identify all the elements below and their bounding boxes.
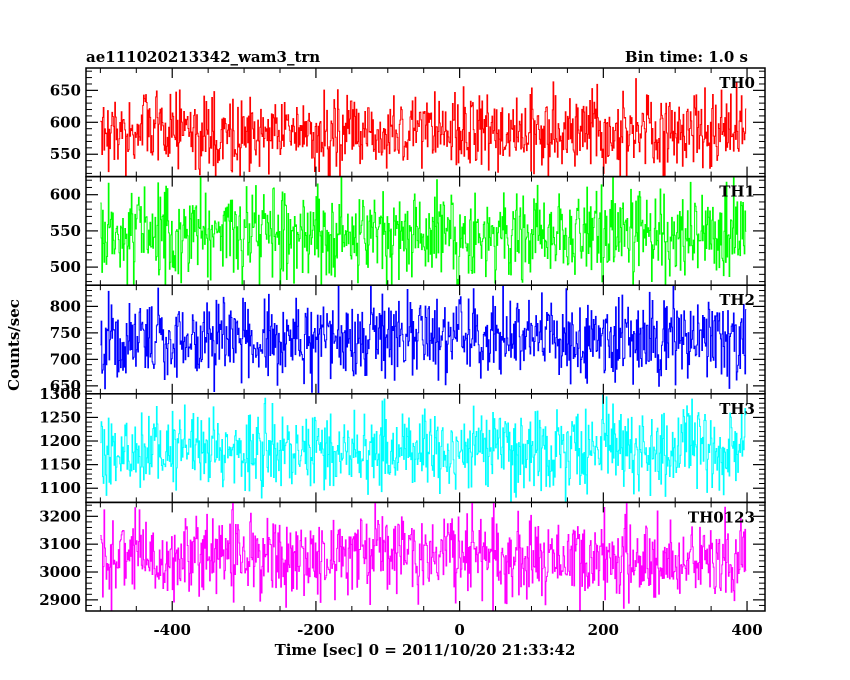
series-th2-line (100, 285, 747, 394)
y-tick-label: 700 (50, 350, 81, 368)
panel-label: TH0123 (688, 508, 755, 526)
panel-th3: 1100 1150 1200 1250 1300 TH3 (39, 385, 766, 504)
y-tick-label: 550 (50, 145, 81, 163)
panel-label: TH1 (719, 183, 755, 201)
y-tick-label: 2900 (39, 591, 81, 609)
y-tick-label: 600 (50, 113, 81, 131)
y-tick-label: 1150 (39, 456, 81, 474)
y-tick-label: 1300 (39, 385, 81, 403)
panel-label: TH2 (719, 291, 755, 309)
panel-label: TH3 (719, 400, 755, 418)
panel-th0123: 2900 3000 3100 3200 TH0123 (39, 501, 766, 612)
series-th1-line (100, 176, 747, 286)
x-tick-label: 200 (588, 621, 619, 639)
panel-th1: 500 550 600 TH1 (50, 175, 766, 286)
y-tick-label: 1250 (39, 408, 81, 426)
panel-th2: 650 700 750 800 TH2 (50, 284, 766, 395)
y-tick-label: 550 (50, 222, 81, 240)
y-tick-label: 750 (50, 324, 81, 342)
x-tick-label: -200 (297, 621, 335, 639)
panels: 550 600 650 TH0 500 550 600 TH1 650 700 750 800 TH2 1… (39, 67, 766, 612)
bin-time-label: Bin time: 1.0 s (625, 48, 748, 66)
x-tick-label: -400 (153, 621, 191, 639)
y-tick-label: 650 (50, 81, 81, 99)
y-tick-label: 3100 (39, 535, 81, 553)
y-tick-label: 600 (50, 186, 81, 204)
series-th0-line (100, 78, 747, 177)
panel-th0: 550 600 650 TH0 (50, 67, 766, 178)
series-th0123-line (100, 502, 747, 611)
series-th3-line (100, 394, 747, 503)
y-tick-label: 1100 (39, 479, 81, 497)
chart-title: ae111020213342_wam3_trn (86, 48, 320, 66)
y-axis-label: Counts/sec (5, 299, 23, 391)
y-tick-label: 500 (50, 258, 81, 276)
y-tick-label: 3000 (39, 563, 81, 581)
panel-frame (85, 501, 766, 612)
x-tick-label: 400 (731, 621, 762, 639)
x-axis-ticks: -400 -200 0 200 400 (153, 621, 762, 639)
x-tick-label: 0 (454, 621, 464, 639)
y-tick-label: 3200 (39, 507, 81, 525)
y-tick-label: 1200 (39, 432, 81, 450)
x-axis-label: Time [sec] 0 = 2011/10/20 21:33:42 (275, 641, 576, 659)
y-tick-label: 650 (50, 377, 81, 395)
panel-label: TH0 (719, 74, 755, 92)
y-tick-label: 800 (50, 297, 81, 315)
